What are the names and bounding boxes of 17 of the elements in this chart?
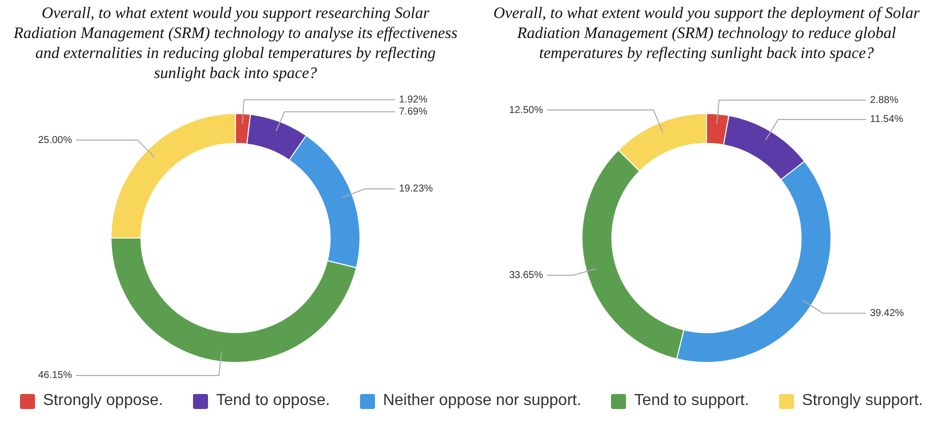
data-label: 11.54% [870,114,904,126]
data-label: 33.65% [509,270,544,281]
legend-label: Strongly oppose. [43,392,164,410]
chart-title: Overall, to what extent would you support researching Solar Radiation Management (SRM) technology to analyse its effectiveness and externalities in reducing global temperatures by reflecting sunlight back into space? [12,4,458,84]
data-label: 39.42% [870,308,904,319]
legend-label: Strongly support. [802,392,923,410]
data-label: 2.88% [870,94,898,106]
data-label: 19.23% [399,184,434,195]
data-label: 1.92% [399,94,428,106]
data-label: 46.15% [38,370,72,382]
data-label: 7.69% [399,106,428,118]
legend-label: Tend to oppose. [216,392,330,410]
data-label: 12.50% [509,104,544,116]
data-label: 25.00% [38,134,72,146]
chart-title: Overall, to what extent would you support the deployment of Solar Radiation Management (SRM) technology to reduce global temperatures by reflecting sunlight back into space? [492,4,921,64]
legend-label: Neither oppose nor support. [382,392,582,410]
legend-label: Tend to support. [634,392,750,410]
